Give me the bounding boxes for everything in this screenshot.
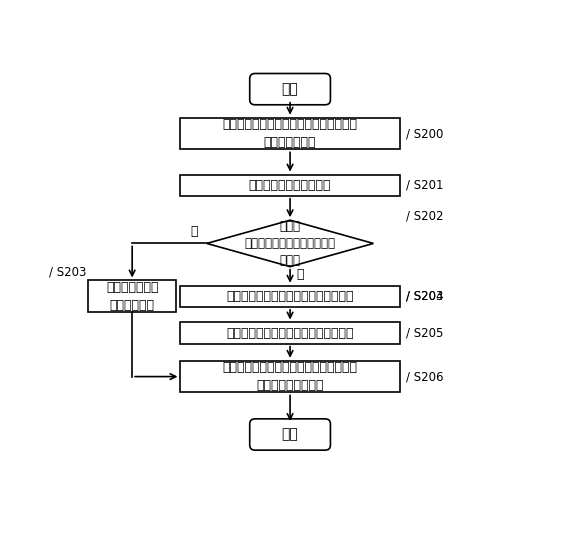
Text: 否: 否 — [190, 225, 198, 238]
Text: / S205: / S205 — [406, 327, 444, 339]
Bar — [88, 281, 176, 312]
Bar — [181, 322, 400, 344]
Text: 执行输入的手势数据所对应的操作指令: 执行输入的手势数据所对应的操作指令 — [226, 327, 354, 339]
Text: / S200: / S200 — [406, 127, 444, 140]
Text: 结束: 结束 — [282, 428, 298, 441]
Text: 接收用户输入的手势数据: 接收用户输入的手势数据 — [249, 178, 331, 192]
Text: / S204: / S204 — [406, 290, 444, 302]
Text: 显示下一个待处理的血液分析测量结果、
并准备接收特征数据: 显示下一个待处理的血液分析测量结果、 并准备接收特征数据 — [222, 361, 358, 392]
Bar — [181, 361, 400, 393]
Text: / S202: / S202 — [406, 210, 444, 222]
Polygon shape — [207, 220, 374, 267]
Text: 查询与输入的手势数据对应的操作指令: 查询与输入的手势数据对应的操作指令 — [226, 290, 354, 302]
Text: 显示待处理的血液分析测量结果，等待用
户输入特征数据: 显示待处理的血液分析测量结果，等待用 户输入特征数据 — [222, 118, 358, 149]
FancyBboxPatch shape — [250, 419, 331, 450]
Bar — [181, 175, 400, 195]
Bar — [181, 117, 400, 149]
Text: 判断输
入的手势数据是否为有效的特
征数据: 判断输 入的手势数据是否为有效的特 征数据 — [245, 220, 336, 267]
Text: 提示用户输入有
误或不做处理: 提示用户输入有 误或不做处理 — [106, 281, 158, 312]
Bar — [181, 285, 400, 307]
Text: 开始: 开始 — [282, 82, 298, 96]
FancyBboxPatch shape — [250, 74, 331, 105]
Text: / S201: / S201 — [406, 178, 444, 192]
Text: / S203: / S203 — [406, 290, 444, 302]
Text: / S206: / S206 — [406, 370, 444, 383]
Text: 是: 是 — [297, 268, 304, 281]
Text: / S203: / S203 — [49, 265, 86, 278]
